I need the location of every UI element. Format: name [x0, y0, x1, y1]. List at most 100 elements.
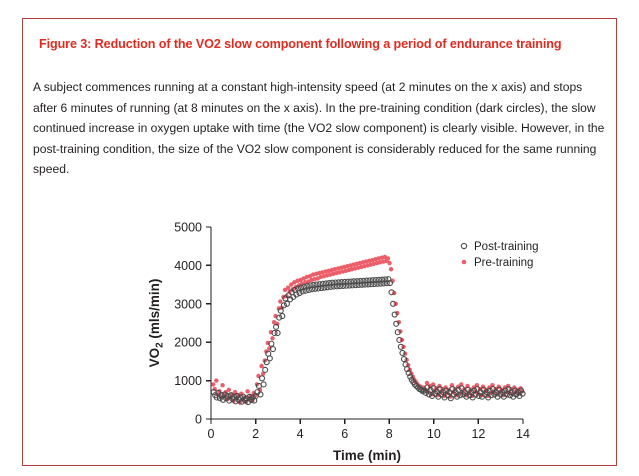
data-point — [475, 392, 482, 400]
data-point — [405, 369, 412, 376]
data-point — [468, 389, 475, 396]
data-point — [263, 359, 270, 366]
data-point — [274, 321, 280, 326]
data-point — [289, 282, 294, 287]
figure-card: Figure 3: Reduction of the VO2 slow comp… — [22, 18, 617, 466]
data-point — [388, 289, 395, 296]
data-point — [351, 278, 358, 285]
data-point — [219, 396, 227, 403]
data-point — [407, 373, 414, 380]
data-point — [232, 398, 239, 405]
data-point — [511, 387, 518, 394]
data-point — [455, 386, 462, 393]
data-point — [269, 346, 276, 353]
plot-data-points — [210, 254, 526, 406]
x-tick-label: 4 — [297, 427, 304, 441]
data-point — [283, 300, 291, 307]
data-point — [297, 284, 305, 291]
data-point — [277, 307, 284, 314]
y-tick-label: 3000 — [174, 297, 202, 311]
data-point — [519, 390, 526, 397]
data-point — [282, 287, 288, 293]
data-point — [338, 279, 345, 286]
legend-label: Post-training — [474, 241, 539, 253]
data-point — [220, 383, 225, 388]
data-point — [386, 280, 394, 287]
data-point — [474, 386, 481, 393]
data-point — [270, 336, 275, 341]
data-point — [341, 278, 348, 285]
figure-caption: A subject commences running at a constan… — [33, 80, 605, 176]
data-point — [278, 299, 283, 304]
data-point — [316, 281, 323, 288]
data-point — [393, 320, 400, 327]
data-point — [399, 349, 406, 356]
y-tick-label: 0 — [195, 413, 202, 427]
data-point — [463, 393, 470, 400]
data-point — [382, 276, 389, 283]
data-point — [388, 267, 394, 272]
x-tick-label: 14 — [516, 427, 530, 441]
x-tick-label: 0 — [208, 427, 215, 441]
vo2-scatter-chart: 0 1000 2000 3000 4000 5000 0 2 4 6 8 10 12 14 Post-tr… — [23, 191, 616, 465]
data-point — [453, 393, 461, 400]
data-point — [430, 385, 437, 392]
data-point — [211, 382, 216, 387]
data-point — [332, 279, 339, 286]
x-tick-label: 12 — [471, 427, 485, 441]
data-point — [216, 395, 223, 402]
data-point — [472, 391, 479, 398]
legend-marker-pre-training — [461, 259, 467, 265]
data-point — [444, 392, 451, 399]
data-point — [249, 394, 256, 401]
data-point — [301, 283, 308, 290]
chart-tick-labels: 0 1000 2000 3000 4000 5000 0 2 4 6 8 10 12 14 — [174, 221, 530, 442]
data-point — [304, 283, 311, 290]
data-point — [394, 329, 401, 336]
data-point — [400, 356, 408, 363]
data-point — [369, 277, 376, 284]
chart-axis-titles: Time (min) VO2 (mls/min) — [147, 279, 401, 463]
data-point — [347, 278, 355, 285]
data-point — [372, 276, 379, 284]
data-point — [375, 276, 383, 283]
data-point — [422, 389, 429, 396]
data-point — [404, 366, 411, 373]
data-point — [260, 381, 267, 388]
data-point — [517, 387, 525, 394]
x-tick-label: 8 — [386, 427, 393, 441]
data-point — [259, 363, 264, 369]
data-point — [396, 320, 402, 325]
data-point — [273, 323, 280, 330]
data-point — [436, 386, 443, 393]
y-tick-label: 5000 — [174, 221, 202, 235]
data-point — [483, 389, 490, 396]
data-point — [427, 386, 434, 393]
data-point — [449, 386, 456, 393]
data-point — [363, 277, 370, 284]
data-point — [360, 277, 367, 284]
x-tick-label: 6 — [341, 427, 348, 441]
data-point — [446, 389, 453, 396]
data-point — [313, 281, 320, 288]
x-axis-title: Time (min) — [333, 448, 401, 463]
data-point — [322, 280, 330, 287]
data-point — [319, 280, 326, 287]
data-point — [385, 276, 392, 283]
data-point — [226, 387, 232, 393]
data-point — [344, 278, 351, 285]
data-point — [385, 256, 391, 261]
y-tick-label: 4000 — [174, 259, 202, 273]
y-tick-label: 2000 — [174, 336, 202, 350]
data-point — [262, 366, 269, 373]
data-point — [285, 285, 291, 290]
data-point — [307, 282, 314, 289]
data-point — [397, 343, 404, 350]
data-point — [266, 355, 273, 362]
chart-legend: Post-training Pre-training — [460, 241, 539, 269]
data-point — [280, 302, 287, 309]
data-point — [246, 393, 253, 400]
data-point — [274, 329, 281, 337]
data-point — [245, 389, 250, 394]
x-tick-label: 2 — [252, 427, 259, 441]
